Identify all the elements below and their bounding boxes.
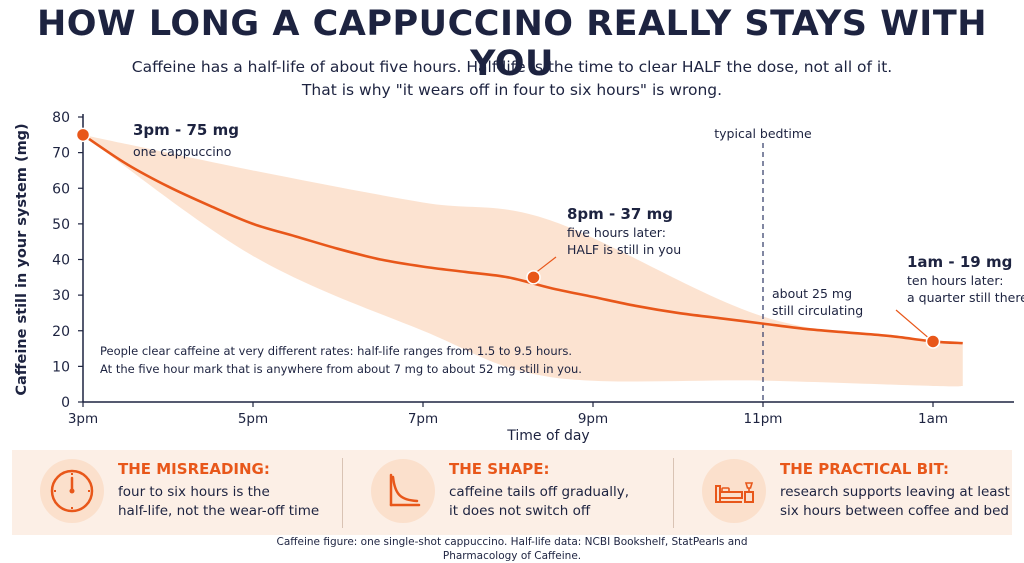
panel-body-line: four to six hours is the xyxy=(118,484,270,500)
panel-title: THE PRACTICAL BIT: xyxy=(780,460,950,478)
highlight-note: HALF is still in you xyxy=(567,242,681,257)
half-life-range-band xyxy=(83,134,963,387)
x-axis-label: Time of day xyxy=(506,428,589,444)
callout-leader xyxy=(537,256,557,272)
panel-body-line: it does not switch off xyxy=(449,503,591,519)
callout-leader xyxy=(895,309,929,338)
x-tick-label: 3pm xyxy=(68,411,98,427)
bedtime-label: typical bedtime xyxy=(714,126,812,141)
divider xyxy=(342,458,343,528)
y-tick-label: 0 xyxy=(61,395,70,411)
bed-icon xyxy=(702,459,766,523)
panel-body-line: half-life, not the wear-off time xyxy=(118,503,320,519)
footnote-line: Pharmacology of Caffeine. xyxy=(442,550,582,562)
highlight-note: a quarter still there xyxy=(907,290,1024,305)
takeaways-band: THE MISREADING: four to six hours is the… xyxy=(12,450,1012,535)
divider xyxy=(673,458,674,528)
footnote: Caffeine figure: one single-shot cappucc… xyxy=(262,535,762,563)
highlight-note: ten hours later: xyxy=(907,273,1003,288)
highlight-note: five hours later: xyxy=(567,225,666,240)
subtitle-line: Caffeine has a half-life of about five h… xyxy=(131,58,893,76)
subtitle-line: That is why "it wears off in four to six… xyxy=(301,81,723,99)
highlight-point xyxy=(526,270,541,285)
panel-title: THE MISREADING: xyxy=(118,460,270,478)
y-tick-label: 60 xyxy=(52,181,70,197)
bedtime-note: about 25 mg xyxy=(772,286,852,301)
decay-curve-icon xyxy=(371,459,435,523)
range-note: At the five hour mark that is anywhere f… xyxy=(100,362,582,376)
highlight-point xyxy=(925,334,941,349)
page-subtitle: Caffeine has a half-life of about five h… xyxy=(0,56,1024,102)
panel-body-line: six hours between coffee and bed xyxy=(780,503,1009,519)
y-tick-label: 10 xyxy=(52,359,70,375)
x-tick-label: 7pm xyxy=(408,411,438,427)
panel-body-line: research supports leaving at least xyxy=(780,484,1010,500)
highlight-label: 1am - 19 mg xyxy=(907,253,1012,271)
clock-icon xyxy=(40,459,104,523)
x-tick-label: 9pm xyxy=(578,411,608,427)
y-tick-label: 30 xyxy=(52,288,70,304)
y-tick-label: 20 xyxy=(52,324,70,340)
y-tick-label: 50 xyxy=(52,217,70,233)
y-axis-label: Caffeine still in your system (mg) xyxy=(14,123,30,395)
panel-body: research supports leaving at least six h… xyxy=(780,483,1010,521)
y-tick-label: 40 xyxy=(52,253,70,269)
footnote-line: Caffeine figure: one single-shot cappucc… xyxy=(276,536,748,548)
x-tick-label: 1am xyxy=(918,411,948,427)
panel-body: caffeine tails off gradually, it does no… xyxy=(449,483,689,521)
x-tick-label: 11pm xyxy=(744,411,783,427)
panel-misreading: THE MISREADING: four to six hours is the… xyxy=(12,450,342,535)
y-tick-label: 80 xyxy=(52,110,70,126)
panel-body: four to six hours is the half-life, not … xyxy=(118,483,358,521)
highlight-note: one cappuccino xyxy=(133,144,231,159)
panel-body-line: caffeine tails off gradually, xyxy=(449,484,630,500)
highlight-label: 8pm - 37 mg xyxy=(567,205,673,223)
caffeine-chart: 0 10 20 30 40 50 60 70 80 3pm 5pm 7pm 9pm 11pm 1am Time… xyxy=(14,110,1024,444)
panel-shape: THE SHAPE: caffeine tails off gradually,… xyxy=(343,450,673,535)
y-tick-label: 70 xyxy=(52,146,70,162)
highlight-label: 3pm - 75 mg xyxy=(133,121,239,139)
panel-practical: THE PRACTICAL BIT: research supports lea… xyxy=(674,450,1012,535)
highlight-point xyxy=(75,127,91,143)
range-note: People clear caffeine at very different … xyxy=(100,344,572,358)
panel-title: THE SHAPE: xyxy=(449,460,550,478)
bedtime-note: still circulating xyxy=(772,303,863,318)
page-title: HOW LONG A CAPPUCCINO REALLY STAYS WITH … xyxy=(36,4,987,84)
x-tick-label: 5pm xyxy=(238,411,268,427)
